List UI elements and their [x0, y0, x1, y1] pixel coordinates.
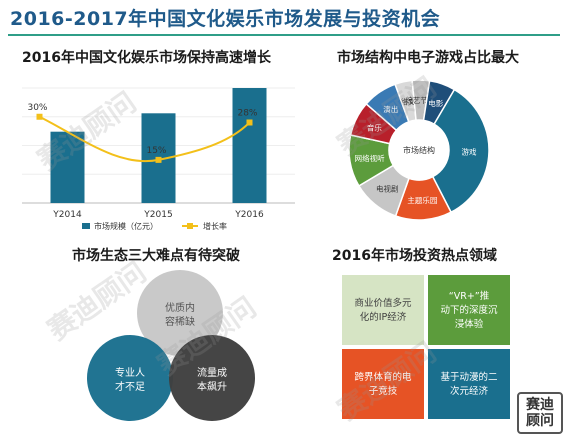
bar-Y2016: [232, 88, 267, 203]
legend-label-market-size: 市场规模（亿元）: [94, 221, 158, 231]
difficulty-label-line: 优质内: [165, 301, 195, 314]
hotspot-label-line: 商业价值多元: [354, 297, 412, 309]
difficulties-section-title: 市场生态三大难点有待突破: [72, 248, 240, 264]
legend-swatch-market-size: [82, 223, 90, 229]
difficulty-circle: [87, 335, 173, 421]
hotspots-section-title: 2016年市场投资热点领域: [332, 248, 497, 264]
growth-rate-label: 15%: [146, 146, 166, 156]
hotspot-label-line: 子竞技: [369, 385, 398, 397]
hotspot-box: [342, 349, 424, 419]
donut-slice-label: 游戏: [461, 146, 476, 156]
donut-slice: [431, 88, 490, 214]
difficulty-label-line: 专业人: [115, 366, 145, 379]
hotspot-label-line: 浸体验: [455, 318, 484, 330]
x-tick-label: Y2016: [234, 210, 264, 220]
logo-line-2: 顾问: [526, 413, 554, 429]
growth-section-title: 2016年中国文化娱乐市场保持高速增长: [22, 50, 271, 66]
hotspot-box: [428, 275, 510, 345]
hotspot-label-line: 化的IP经济: [360, 311, 407, 323]
growth-rate-point: [155, 156, 162, 163]
donut-slice-label: 电视剧: [376, 184, 399, 194]
ccid-logo: 赛迪 顾问: [517, 392, 563, 434]
donut-slice-label: 网络文学: [393, 96, 423, 106]
difficulty-circle: [137, 270, 223, 356]
logo-line-1: 赛迪: [526, 397, 554, 413]
donut-center-label: 市场结构: [403, 145, 435, 155]
growth-rate-point: [36, 113, 43, 120]
title-divider: [8, 34, 560, 36]
structure-section-title: 市场结构中电子游戏占比最大: [337, 50, 519, 66]
legend-label-growth-rate: 增长率: [203, 221, 227, 231]
page-title: 2016-2017年中国文化娱乐市场发展与投资机会: [10, 8, 441, 30]
hotspot-label-line: 跨界体育的电: [354, 371, 412, 383]
difficulty-label-line: 本飙升: [197, 380, 227, 393]
hotspot-label-line: 次元经济: [450, 385, 489, 397]
hotspot-label-line: 基于动漫的二: [440, 371, 497, 383]
hotspot-label-line: “VR+”推: [449, 290, 490, 302]
difficulty-label-line: 容稀缺: [165, 315, 195, 328]
donut-slice-label: 综艺节目: [405, 95, 435, 105]
difficulty-label-line: 流量成: [197, 366, 227, 379]
difficulty-label-line: 才不足: [115, 380, 145, 393]
growth-rate-point: [246, 119, 253, 126]
donut-slice-label: 网络视听: [355, 153, 385, 163]
legend-marker-growth-rate: [187, 223, 193, 229]
x-tick-label: Y2014: [52, 210, 82, 220]
difficulty-circle: [169, 335, 255, 421]
growth-rate-label: 28%: [237, 109, 257, 119]
donut-slice: [365, 83, 410, 132]
donut-slice-label: 演出: [383, 104, 398, 114]
growth-chart: Y2014 Y2015 Y2016 30% 15% 28% 市场规模（亿元） 增长率: [22, 87, 295, 231]
donut-slice-label: 音乐: [367, 122, 382, 132]
growth-rate-label: 30%: [27, 103, 47, 113]
donut-slice-label: 电影: [428, 98, 443, 108]
donut-slice-label: 主题乐园: [407, 195, 437, 205]
hotspot-box: [342, 275, 424, 345]
x-tick-label: Y2015: [143, 210, 172, 220]
hotspot-box: [428, 349, 510, 419]
hotspot-label-line: 动下的深度沉: [440, 304, 498, 316]
bar-Y2014: [50, 131, 85, 203]
